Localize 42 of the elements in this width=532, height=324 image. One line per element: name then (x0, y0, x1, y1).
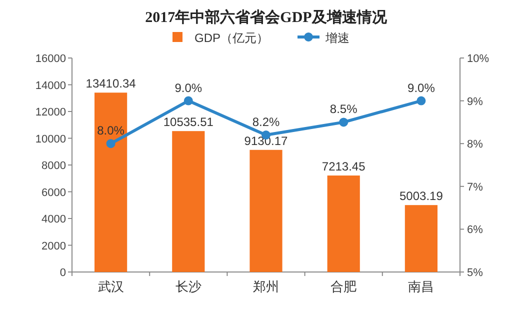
bar (172, 131, 205, 272)
x-tick-label: 武汉 (98, 279, 124, 294)
chart-title: 2017年中部六省省会GDP及增速情况 (145, 8, 388, 26)
data-label: 13410.34 (86, 76, 136, 91)
bar (404, 205, 438, 272)
data-label: 8.2% (252, 115, 280, 130)
y-tick-label: 10000 (35, 133, 66, 146)
point (339, 118, 348, 127)
data-label: 9.0% (174, 80, 202, 95)
point (106, 139, 116, 148)
y-tick-label: 12000 (35, 106, 66, 118)
data-label: 10535.51 (163, 115, 214, 130)
y-tick-label: 14000 (35, 80, 66, 92)
data-label: 9130.17 (244, 134, 288, 148)
y-tick-label: 0 (60, 267, 66, 279)
x-tick-label: 郑州 (253, 279, 279, 294)
bar (327, 176, 360, 272)
y2-tick-label: 8% (467, 138, 484, 151)
y-tick-label: 6000 (42, 186, 66, 199)
data-label: 9.0% (408, 80, 436, 95)
x-tick-label: 长沙 (175, 279, 202, 294)
data-label: 5003.19 (400, 189, 444, 204)
y-tick-label: 4000 (42, 214, 66, 226)
x-tick-label: 南昌 (408, 279, 434, 294)
y-tick-label: 8000 (42, 160, 66, 172)
data-label: 8.5% (330, 102, 358, 116)
point (184, 96, 193, 106)
y2-tick-label: 6% (467, 224, 484, 236)
legend-label: GDP（亿元） (194, 31, 269, 45)
y-tick-label: 2000 (42, 240, 66, 252)
y2-tick-label: 7% (467, 181, 484, 194)
data-label: 7213.45 (322, 160, 366, 174)
y2-tick-label: 10% (467, 53, 490, 65)
x-tick-label: 合肥 (330, 279, 357, 294)
y2-tick-label: 9% (467, 96, 484, 108)
y2-tick-label: 5% (467, 267, 484, 279)
bar (250, 150, 282, 272)
bar (94, 92, 128, 272)
y-tick-label: 16000 (35, 53, 66, 65)
point (416, 96, 426, 106)
data-label: 8.0% (97, 124, 125, 138)
legend-label: 增速 (324, 31, 350, 45)
